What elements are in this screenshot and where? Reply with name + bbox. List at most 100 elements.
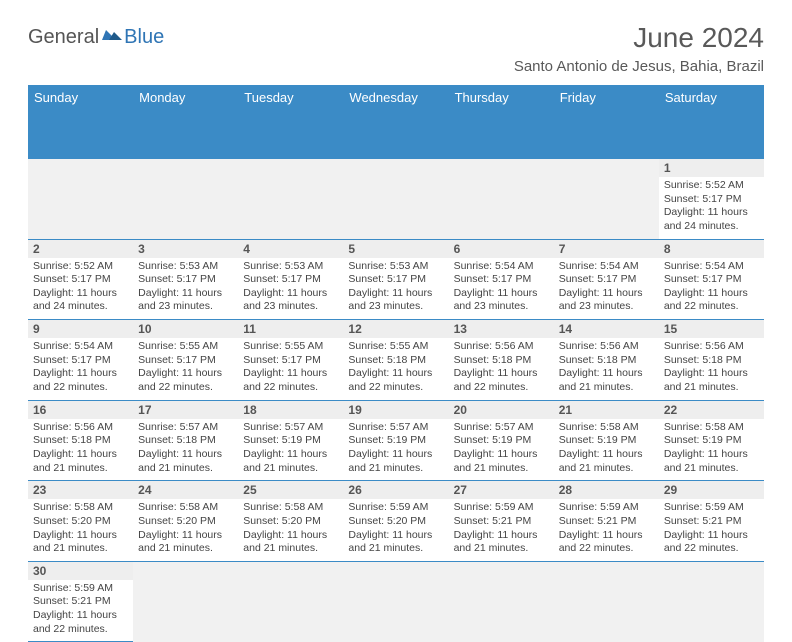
sunrise-text: Sunrise: 5:59 AM: [454, 501, 549, 515]
day-cell: Sunrise: 5:59 AMSunset: 5:21 PMDaylight:…: [28, 580, 133, 642]
day-cell: Sunrise: 5:58 AMSunset: 5:20 PMDaylight:…: [28, 499, 133, 562]
sunrise-text: Sunrise: 5:58 AM: [138, 501, 233, 515]
daylight-text: Daylight: 11 hours: [243, 448, 338, 462]
sunrise-text: Sunrise: 5:52 AM: [664, 179, 759, 193]
day-cell: Sunrise: 5:56 AMSunset: 5:18 PMDaylight:…: [554, 338, 659, 401]
day-number: 1: [659, 159, 764, 177]
day-data-row: Sunrise: 5:54 AMSunset: 5:17 PMDaylight:…: [28, 338, 764, 401]
daylight-text: Daylight: 11 hours: [454, 529, 549, 543]
day-cell: [343, 580, 448, 642]
day-number-row: 1: [28, 159, 764, 177]
day-number: 12: [343, 320, 448, 338]
daylight-text: Daylight: 11 hours: [664, 529, 759, 543]
daylight-text: Daylight: 11 hours: [138, 287, 233, 301]
sunrise-text: Sunrise: 5:57 AM: [243, 421, 338, 435]
daylight-text: and 21 minutes.: [664, 462, 759, 476]
daylight-text: and 21 minutes.: [33, 542, 128, 556]
day-number: 3: [133, 240, 238, 258]
daylight-text: Daylight: 11 hours: [138, 529, 233, 543]
day-number: [133, 562, 238, 580]
sunset-text: Sunset: 5:18 PM: [348, 354, 443, 368]
daylight-text: and 21 minutes.: [559, 381, 654, 395]
weekday-header: Wednesday: [343, 85, 448, 159]
daylight-text: Daylight: 11 hours: [348, 367, 443, 381]
day-number: 29: [659, 481, 764, 499]
daylight-text: Daylight: 11 hours: [348, 448, 443, 462]
sunset-text: Sunset: 5:17 PM: [664, 273, 759, 287]
day-cell: Sunrise: 5:59 AMSunset: 5:21 PMDaylight:…: [449, 499, 554, 562]
daylight-text: and 24 minutes.: [664, 220, 759, 234]
day-number: [238, 562, 343, 580]
daylight-text: and 21 minutes.: [138, 542, 233, 556]
day-number: 7: [554, 240, 659, 258]
day-cell: [133, 580, 238, 642]
daylight-text: Daylight: 11 hours: [138, 448, 233, 462]
sunrise-text: Sunrise: 5:52 AM: [33, 260, 128, 274]
day-number: [238, 159, 343, 177]
sunrise-text: Sunrise: 5:59 AM: [664, 501, 759, 515]
weekday-header: Tuesday: [238, 85, 343, 159]
day-cell: Sunrise: 5:53 AMSunset: 5:17 PMDaylight:…: [343, 258, 448, 321]
daylight-text: Daylight: 11 hours: [138, 367, 233, 381]
sunset-text: Sunset: 5:19 PM: [243, 434, 338, 448]
daylight-text: and 22 minutes.: [559, 542, 654, 556]
day-cell: Sunrise: 5:56 AMSunset: 5:18 PMDaylight:…: [28, 419, 133, 482]
sunset-text: Sunset: 5:17 PM: [138, 273, 233, 287]
day-cell: [238, 177, 343, 240]
weekday-header: Thursday: [449, 85, 554, 159]
daylight-text: and 22 minutes.: [138, 381, 233, 395]
day-number: 24: [133, 481, 238, 499]
day-number-row: 16171819202122: [28, 401, 764, 419]
day-number: [28, 159, 133, 177]
sunrise-text: Sunrise: 5:55 AM: [243, 340, 338, 354]
day-number: 8: [659, 240, 764, 258]
daylight-text: Daylight: 11 hours: [664, 448, 759, 462]
day-cell: [449, 580, 554, 642]
daylight-text: Daylight: 11 hours: [559, 287, 654, 301]
day-cell: [554, 177, 659, 240]
sunset-text: Sunset: 5:17 PM: [138, 354, 233, 368]
weekday-header-row: Sunday Monday Tuesday Wednesday Thursday…: [28, 85, 764, 159]
day-number: 6: [449, 240, 554, 258]
day-number: 26: [343, 481, 448, 499]
daylight-text: Daylight: 11 hours: [454, 367, 549, 381]
day-cell: Sunrise: 5:56 AMSunset: 5:18 PMDaylight:…: [659, 338, 764, 401]
daylight-text: Daylight: 11 hours: [348, 287, 443, 301]
daylight-text: and 23 minutes.: [454, 300, 549, 314]
day-cell: Sunrise: 5:57 AMSunset: 5:18 PMDaylight:…: [133, 419, 238, 482]
day-cell: Sunrise: 5:52 AMSunset: 5:17 PMDaylight:…: [28, 258, 133, 321]
sunrise-text: Sunrise: 5:54 AM: [454, 260, 549, 274]
day-data-row: Sunrise: 5:56 AMSunset: 5:18 PMDaylight:…: [28, 419, 764, 482]
day-number: [449, 159, 554, 177]
daylight-text: Daylight: 11 hours: [33, 609, 128, 623]
day-number-row: 23242526272829: [28, 481, 764, 499]
day-cell: Sunrise: 5:52 AMSunset: 5:17 PMDaylight:…: [659, 177, 764, 240]
day-number: [554, 159, 659, 177]
day-number: [554, 562, 659, 580]
sunrise-text: Sunrise: 5:57 AM: [454, 421, 549, 435]
daylight-text: and 23 minutes.: [138, 300, 233, 314]
sunrise-text: Sunrise: 5:58 AM: [243, 501, 338, 515]
sunset-text: Sunset: 5:19 PM: [348, 434, 443, 448]
sunrise-text: Sunrise: 5:55 AM: [138, 340, 233, 354]
daylight-text: Daylight: 11 hours: [243, 529, 338, 543]
day-cell: Sunrise: 5:59 AMSunset: 5:21 PMDaylight:…: [659, 499, 764, 562]
sunset-text: Sunset: 5:21 PM: [559, 515, 654, 529]
day-data-row: Sunrise: 5:59 AMSunset: 5:21 PMDaylight:…: [28, 580, 764, 642]
day-cell: Sunrise: 5:54 AMSunset: 5:17 PMDaylight:…: [554, 258, 659, 321]
title-block: June 2024 Santo Antonio de Jesus, Bahia,…: [514, 22, 764, 75]
logo: General Blue: [28, 22, 164, 49]
sunrise-text: Sunrise: 5:56 AM: [454, 340, 549, 354]
day-cell: [28, 177, 133, 240]
day-cell: Sunrise: 5:54 AMSunset: 5:17 PMDaylight:…: [449, 258, 554, 321]
day-number: 19: [343, 401, 448, 419]
day-number: 17: [133, 401, 238, 419]
sunset-text: Sunset: 5:17 PM: [454, 273, 549, 287]
day-cell: [133, 177, 238, 240]
day-cell: Sunrise: 5:55 AMSunset: 5:17 PMDaylight:…: [238, 338, 343, 401]
sunrise-text: Sunrise: 5:56 AM: [33, 421, 128, 435]
daylight-text: Daylight: 11 hours: [33, 448, 128, 462]
sunset-text: Sunset: 5:18 PM: [138, 434, 233, 448]
day-number: 27: [449, 481, 554, 499]
sunset-text: Sunset: 5:21 PM: [33, 595, 128, 609]
